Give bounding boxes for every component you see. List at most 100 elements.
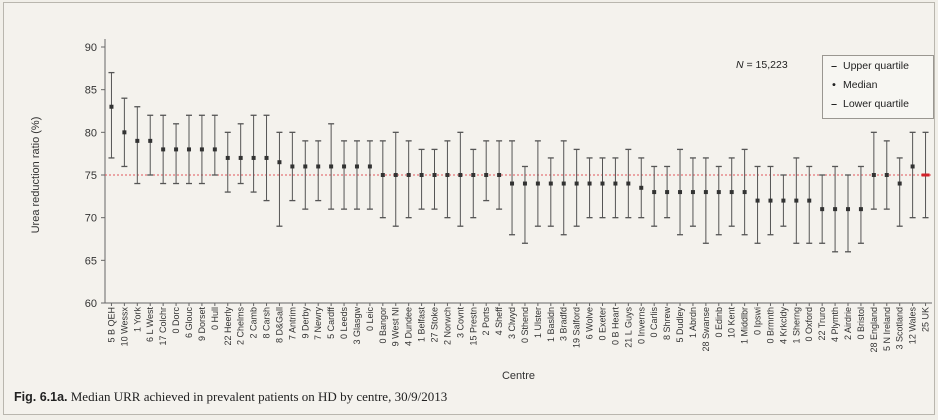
y-tick-label: 65 (85, 255, 97, 267)
median-marker (678, 190, 683, 195)
x-tick-label: 0 Dorc (171, 307, 181, 334)
figure-label: Fig. 6.1a. (14, 390, 68, 404)
x-tick-label: 25 UK (921, 307, 931, 332)
x-tick-label: 2 Chelms (236, 307, 246, 346)
x-tick-label: 0 Bristol (856, 307, 866, 340)
median-marker (639, 185, 644, 190)
median-marker-highlight (921, 173, 930, 177)
median-marker (406, 173, 411, 177)
x-tick-label: 7 Newry (313, 307, 323, 341)
x-tick-label: 0 Brmnth (765, 307, 775, 344)
dash-icon: – (831, 98, 837, 110)
sample-size-label: N = 15,223 (736, 59, 788, 71)
x-tick-label: 6 Glouc (184, 307, 194, 339)
x-tick-label: 3 Covnt (455, 307, 465, 339)
x-tick-label: 5 Cardff (326, 307, 336, 339)
x-tick-label: 10 Kent (727, 307, 737, 339)
x-tick-label: 1 Sherng (791, 307, 801, 344)
figure-caption: Fig. 6.1a. Median URR achieved in preval… (14, 389, 447, 405)
x-tick-label: 4 Dundee (404, 307, 414, 346)
x-tick-label: 5 Dudley (675, 307, 685, 343)
median-marker (613, 181, 618, 186)
x-tick-label: 2 Norwch (442, 307, 452, 345)
x-axis-label: Centre (502, 370, 535, 382)
median-marker (458, 173, 463, 177)
x-tick-label: 22 Truro (817, 307, 827, 341)
x-tick-label: 1 Basldn (546, 307, 556, 342)
x-tick-label: 0 Edinb (714, 307, 724, 338)
x-tick-label: 21 L Guys (623, 307, 633, 348)
y-axis-label: Urea reduction ratio (%) (30, 117, 42, 234)
y-tick-label: 80 (85, 127, 97, 139)
x-tick-label: 0 Bangor (378, 307, 388, 344)
x-tick-label: 0 Oxford (804, 307, 814, 342)
median-marker (910, 164, 915, 169)
median-marker (768, 198, 773, 203)
x-tick-label: 3 Bradfd (559, 307, 569, 341)
x-tick-label: 0 Exeter (597, 307, 607, 341)
legend: – Upper quartile • Median – Lower quartile (822, 55, 934, 119)
x-tick-label: 15 Prestn (468, 307, 478, 346)
median-marker (871, 173, 876, 177)
x-tick-label: 19 Salford (572, 307, 582, 348)
y-tick-label: 85 (85, 85, 97, 97)
median-marker (665, 190, 670, 195)
x-tick-label: 2 Ports (481, 307, 491, 336)
x-tick-label: 0 Hull (210, 307, 220, 330)
x-tick-label: 12 Wales (908, 307, 918, 345)
x-tick-label: 3 Clwyd (507, 307, 517, 339)
median-marker (393, 173, 398, 177)
x-tick-label: 8 Carsh (262, 307, 272, 339)
median-marker (471, 173, 476, 177)
median-marker (497, 173, 502, 177)
x-tick-label: 1 York (132, 307, 142, 333)
median-marker (251, 155, 256, 160)
x-tick-label: 1 Belfast (417, 307, 427, 343)
median-marker (367, 164, 372, 169)
x-tick-label: 8 Shrew (662, 307, 672, 341)
x-tick-label: 0 Sthend (520, 307, 530, 343)
median-marker (303, 164, 308, 169)
median-marker (833, 207, 838, 212)
legend-label-median: Median (843, 79, 878, 91)
x-tick-label: 9 Dorset (197, 307, 207, 342)
x-tick-label: 3 Scotland (895, 307, 905, 350)
median-marker (600, 181, 605, 186)
median-marker (807, 198, 812, 203)
n-value: = 15,223 (743, 59, 788, 71)
median-marker (561, 181, 566, 186)
median-marker (548, 181, 553, 186)
x-tick-label: 10 Wessx (119, 307, 129, 347)
y-tick-label: 75 (85, 170, 97, 182)
x-tick-label: 9 West NI (391, 307, 401, 346)
x-tick-label: 0 Leeds (339, 307, 349, 340)
median-marker (432, 173, 437, 177)
x-tick-label: 0 Leic (365, 307, 375, 332)
median-marker (277, 160, 282, 165)
median-marker (238, 155, 243, 160)
dot-icon: • (832, 79, 836, 91)
median-marker (199, 147, 204, 152)
median-marker (626, 181, 631, 186)
x-tick-label: 2 Airdrie (843, 307, 853, 340)
x-tick-label: 3 Glasgw (352, 307, 362, 345)
legend-item-median: • Median (829, 79, 877, 91)
median-marker (225, 155, 230, 160)
x-tick-label: 0 B Heart (610, 307, 620, 346)
dash-icon: – (831, 60, 837, 72)
legend-item-upper: – Upper quartile (829, 60, 909, 72)
x-tick-label: 9 Derby (300, 307, 310, 339)
median-marker (316, 164, 321, 169)
median-marker (690, 190, 695, 195)
legend-label-lower: Lower quartile (843, 98, 909, 110)
median-marker (574, 181, 579, 186)
median-marker (587, 181, 592, 186)
median-marker (703, 190, 708, 195)
x-tick-label: 1 Ulster (533, 307, 543, 338)
figure-panel: 60 65 70 75 80 85 90 Urea reduction ratio (%) 5 … (3, 2, 935, 415)
median-marker (846, 207, 851, 212)
median-marker (135, 138, 140, 143)
median-marker (755, 198, 760, 203)
median-marker (445, 173, 450, 177)
median-marker (161, 147, 166, 152)
